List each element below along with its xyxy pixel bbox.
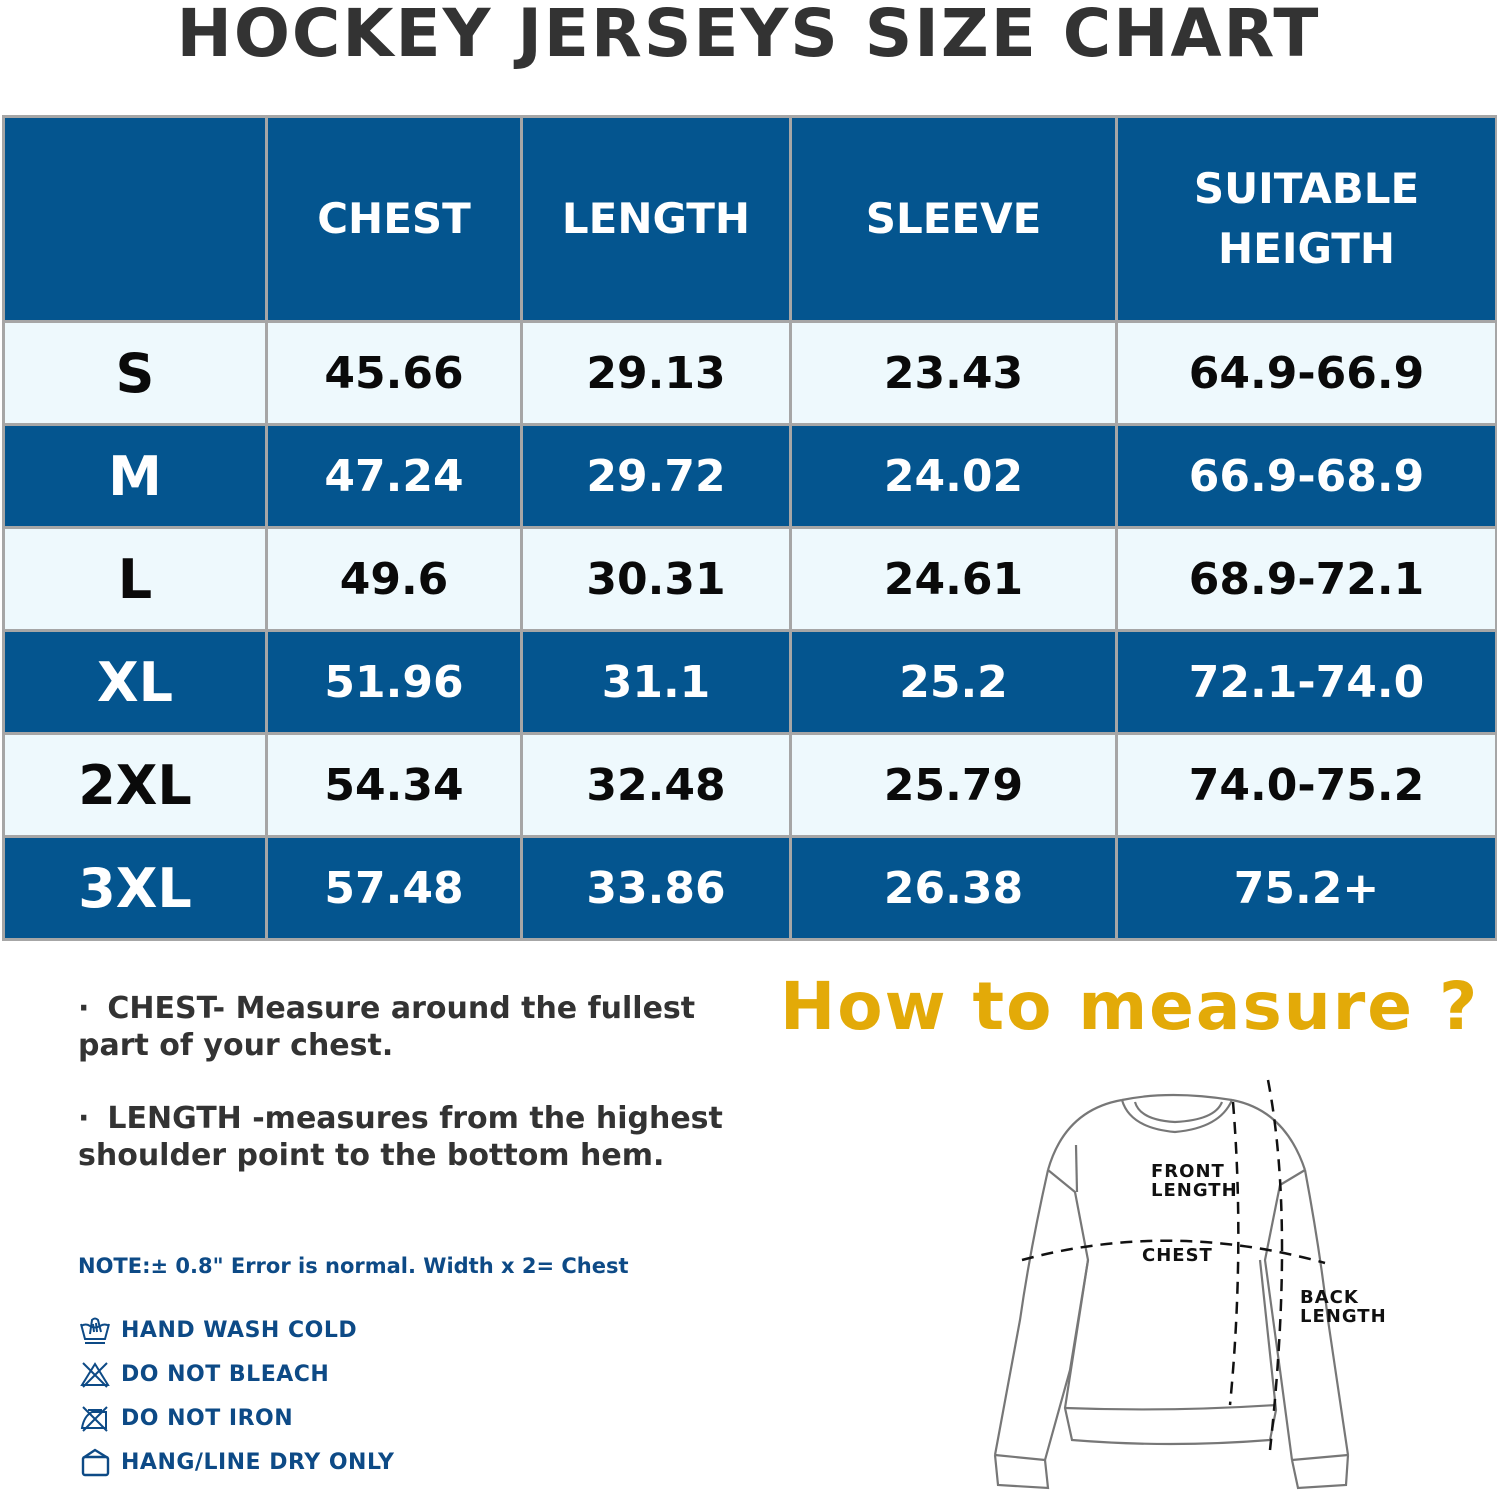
sleeve-cell: 25.79 (789, 732, 1118, 838)
header-size (2, 115, 268, 323)
table-header-row: CHEST LENGTH SLEEVE SUITABLE HEIGTH (2, 115, 1497, 323)
sleeve-cell: 24.61 (789, 526, 1118, 632)
care-label: HAND WASH COLD (121, 1317, 358, 1343)
height-cell: 74.0-75.2 (1115, 732, 1497, 838)
size-cell: XL (2, 629, 268, 735)
chest-note: · CHEST- Measure around the fullest part … (78, 990, 738, 1064)
sleeve-cell: 25.2 (789, 629, 1118, 735)
chest-cell: 45.66 (265, 320, 523, 426)
length-cell: 30.31 (520, 526, 792, 632)
care-label: DO NOT BLEACH (121, 1361, 330, 1387)
sweatshirt-outline-icon (993, 1079, 1350, 1490)
header-length: LENGTH (520, 115, 792, 323)
front-length-label: FRONT LENGTH (1151, 1162, 1238, 1200)
care-label: HANG/LINE DRY ONLY (121, 1449, 395, 1475)
table-row: 2XL 54.34 32.48 25.79 74.0-75.2 (2, 732, 1497, 838)
size-cell: L (2, 526, 268, 632)
size-cell: M (2, 423, 268, 529)
front-length-line1: FRONT (1151, 1161, 1225, 1182)
chest-cell: 47.24 (265, 423, 523, 529)
length-note-line2: shoulder point to the bottom hem. (78, 1138, 665, 1173)
height-cell: 68.9-72.1 (1115, 526, 1497, 632)
length-cell: 29.72 (520, 423, 792, 529)
sleeve-cell: 24.02 (789, 423, 1118, 529)
chest-note-line2: part of your chest. (78, 1028, 394, 1063)
length-cell: 33.86 (520, 835, 792, 941)
back-length-line1: BACK (1300, 1287, 1359, 1308)
header-sleeve: SLEEVE (789, 115, 1118, 323)
height-cell: 64.9-66.9 (1115, 320, 1497, 426)
back-length-line2: LENGTH (1300, 1306, 1387, 1327)
length-cell: 32.48 (520, 732, 792, 838)
header-suitable-line1: SUITABLE (1193, 164, 1420, 213)
care-instructions: HAND WASH COLD DO NOT BLEACH DO NOT IRON (78, 1308, 394, 1484)
table-row: XL 51.96 31.1 25.2 72.1-74.0 (2, 629, 1497, 735)
header-suitable-height: SUITABLE HEIGTH (1115, 115, 1497, 323)
header-suitable-line2: HEIGTH (1217, 224, 1395, 273)
size-chart-table: CHEST LENGTH SLEEVE SUITABLE HEIGTH S 45… (2, 115, 1497, 941)
size-cell: 3XL (2, 835, 268, 941)
table-row: S 45.66 29.13 23.43 64.9-66.9 (2, 320, 1497, 426)
height-cell: 72.1-74.0 (1115, 629, 1497, 735)
care-item-no-iron: DO NOT IRON (78, 1396, 394, 1440)
height-cell: 66.9-68.9 (1115, 423, 1497, 529)
length-cell: 31.1 (520, 629, 792, 735)
care-label: DO NOT IRON (121, 1405, 294, 1431)
measurement-notes: · CHEST- Measure around the fullest part … (78, 990, 738, 1210)
header-chest: CHEST (265, 115, 523, 323)
chest-label: CHEST (1142, 1245, 1213, 1266)
size-cell: S (2, 320, 268, 426)
back-length-label: BACK LENGTH (1300, 1288, 1387, 1326)
chest-cell: 57.48 (265, 835, 523, 941)
line-dry-icon (78, 1446, 112, 1478)
error-note: NOTE:± 0.8" Error is normal. Width x 2= … (78, 1254, 629, 1278)
care-item-hand-wash: HAND WASH COLD (78, 1308, 394, 1352)
no-iron-icon (78, 1402, 112, 1434)
size-cell: 2XL (2, 732, 268, 838)
chest-cell: 54.34 (265, 732, 523, 838)
care-item-line-dry: HANG/LINE DRY ONLY (78, 1440, 394, 1484)
how-to-measure-title: How to measure ? (780, 968, 1480, 1045)
care-item-no-bleach: DO NOT BLEACH (78, 1352, 394, 1396)
chest-cell: 51.96 (265, 629, 523, 735)
bullet: · (78, 991, 90, 1026)
sleeve-cell: 26.38 (789, 835, 1118, 941)
chest-note-line1: CHEST- Measure around the fullest (107, 991, 696, 1026)
bullet: · (78, 1101, 90, 1136)
chest-cell: 49.6 (265, 526, 523, 632)
hand-wash-icon (78, 1314, 112, 1346)
page-title: HOCKEY JERSEYS SIZE CHART (176, 0, 1321, 72)
front-length-line2: LENGTH (1151, 1180, 1238, 1201)
length-note: · LENGTH -measures from the highest shoul… (78, 1100, 738, 1174)
no-bleach-icon (78, 1358, 112, 1390)
length-note-line1: LENGTH -measures from the highest (107, 1101, 723, 1136)
table-row: M 47.24 29.72 24.02 66.9-68.9 (2, 423, 1497, 529)
table-row: L 49.6 30.31 24.61 68.9-72.1 (2, 526, 1497, 632)
sweatshirt-diagram: FRONT LENGTH CHEST BACK LENGTH (970, 1070, 1400, 1492)
table-row: 3XL 57.48 33.86 26.38 75.2+ (2, 835, 1497, 941)
length-cell: 29.13 (520, 320, 792, 426)
sleeve-cell: 23.43 (789, 320, 1118, 426)
height-cell: 75.2+ (1115, 835, 1497, 941)
